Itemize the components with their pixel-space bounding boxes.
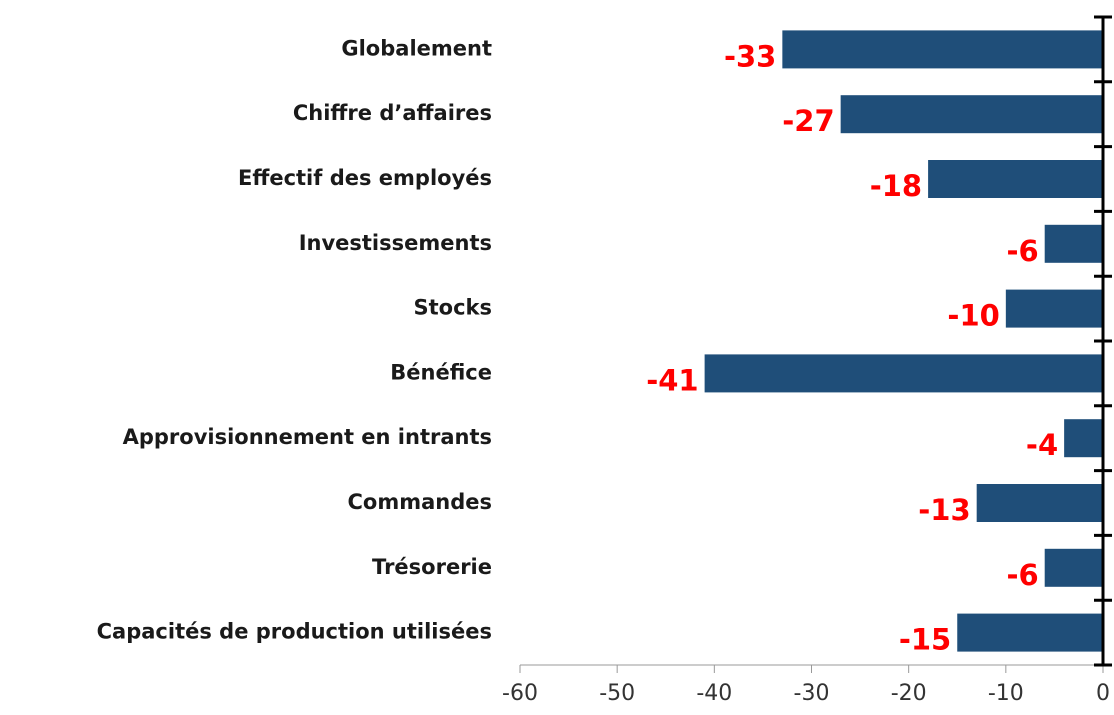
x-tick-label: -60 xyxy=(502,681,538,706)
category-label: Capacités de production utilisées xyxy=(97,620,492,644)
bar xyxy=(957,613,1103,652)
bar xyxy=(840,95,1103,134)
category-label: Effectif des employés xyxy=(238,166,492,190)
value-label: -18 xyxy=(870,169,922,203)
category-label: Commandes xyxy=(348,490,493,514)
x-tick-label: 0 xyxy=(1096,681,1110,706)
value-label: -10 xyxy=(947,299,999,333)
category-label: Investissements xyxy=(299,231,492,255)
value-label: -15 xyxy=(899,623,951,657)
category-label: Bénéfice xyxy=(390,360,492,384)
bar xyxy=(1044,224,1103,263)
category-label: Globalement xyxy=(341,36,492,60)
value-label: -13 xyxy=(918,493,970,527)
bar xyxy=(1005,289,1103,328)
bar xyxy=(782,30,1103,69)
bar xyxy=(1044,548,1103,587)
x-tick-label: -40 xyxy=(696,681,732,706)
value-label: -6 xyxy=(1006,234,1038,268)
x-tick-label: -30 xyxy=(794,681,830,706)
x-tick-label: -20 xyxy=(891,681,927,706)
value-label: -27 xyxy=(782,104,834,138)
bar xyxy=(704,354,1103,393)
category-label: Chiffre d’affaires xyxy=(293,101,492,125)
bar xyxy=(928,160,1103,198)
value-label: -6 xyxy=(1006,558,1038,592)
value-label: -33 xyxy=(724,39,776,73)
category-label: Stocks xyxy=(413,296,492,320)
x-tick-label: -10 xyxy=(988,681,1024,706)
category-label: Trésorerie xyxy=(372,555,492,579)
x-tick-label: -50 xyxy=(599,681,635,706)
bar xyxy=(1064,419,1103,458)
value-label: -4 xyxy=(1026,428,1058,462)
bar xyxy=(976,484,1103,522)
category-label: Approvisionnement en intrants xyxy=(123,425,492,449)
value-label: -41 xyxy=(646,363,698,397)
